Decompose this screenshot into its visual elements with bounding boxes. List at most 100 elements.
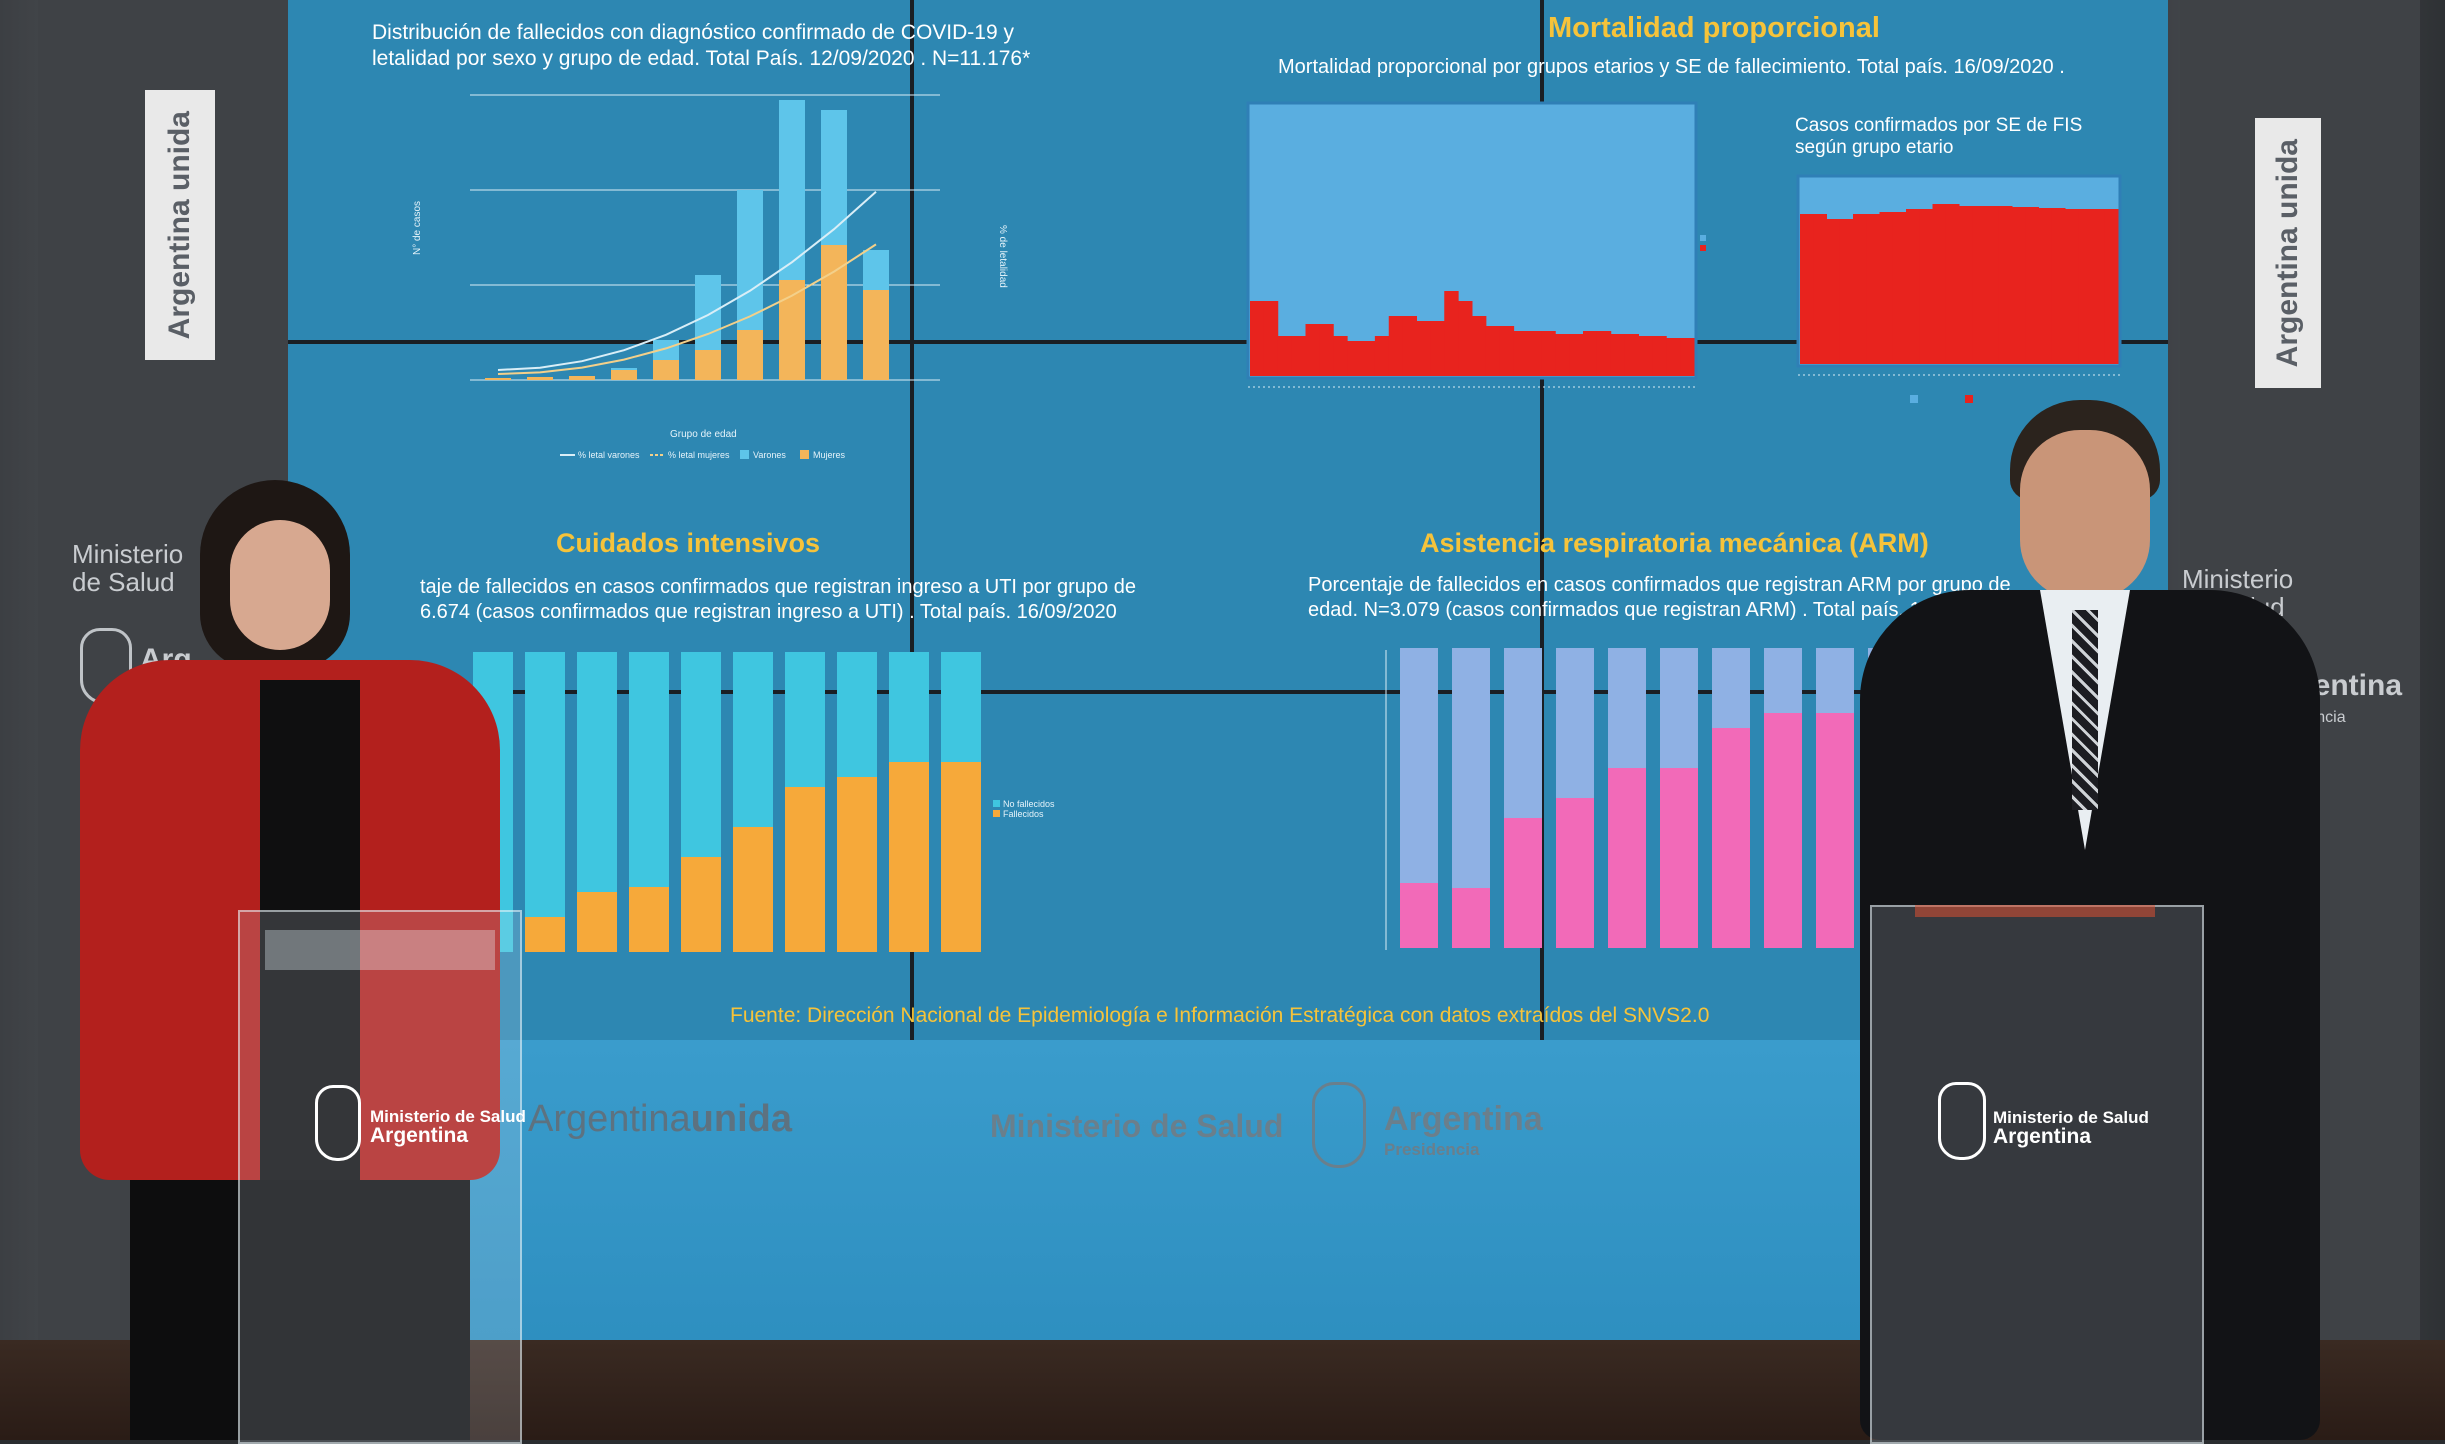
tr-red-segment [1652, 336, 1667, 376]
tr-red-segment [1458, 301, 1473, 376]
tr-red-segment [1485, 326, 1501, 376]
tr-inset-red-segment [2104, 209, 2119, 364]
tl-bar-mujeres [653, 360, 679, 380]
tr-inset-red-segment [1866, 214, 1880, 364]
left-ministry-line1: Ministerio [72, 539, 184, 569]
right-sign-label: Argentina unida [2271, 138, 2304, 368]
source-note: Fuente: Dirección Nacional de Epidemiolo… [730, 1004, 1710, 1027]
bl-bar-fallecidos [837, 777, 877, 952]
left-speaker-trousers [130, 1180, 470, 1440]
left-sign-label: Argentina unida [163, 110, 196, 340]
tr-red-segment [1388, 316, 1404, 376]
tr-inset-red-segment [2051, 208, 2066, 364]
tr-inset-red-segment [2025, 207, 2039, 364]
br-panel-title: Asistencia respiratoria mecánica (ARM) [1420, 528, 1929, 558]
br-bars-group [1400, 648, 1906, 948]
tl-y2-axis-label: % de letalidad [997, 225, 1008, 288]
right-podium-logo: Ministerio de Salud Argentina [1993, 1108, 2149, 1147]
tr-inset-red-segment [1813, 214, 1827, 364]
bl-bar-no-fallecidos [681, 652, 721, 857]
bl-icu-chart: No fallecidos Fallecidos [473, 652, 1055, 952]
tr-red-segment [1416, 321, 1431, 376]
tr-inset-red-segment [1892, 212, 1907, 364]
left-speaker-face [230, 520, 330, 650]
tl-bar-mujeres [695, 350, 721, 380]
band-coat-of-arms-icon [1312, 1082, 1366, 1168]
bl-bar-fallecidos [941, 762, 981, 952]
tl-legend: % letal varones % letal mujeres Varones … [560, 450, 846, 460]
tr-red-segment [1277, 336, 1293, 376]
bl-subtitle-line1: taje de fallecidos en casos confirmados … [420, 576, 1136, 598]
br-arm-chart [1385, 648, 1906, 950]
bl-legend: No fallecidos Fallecidos [993, 799, 1055, 819]
br-bar-fallecidos [1400, 883, 1438, 948]
tr-inset-red-segment [1839, 219, 1854, 364]
br-panel-subtitle: Porcentaje de fallecidos en casos confir… [1308, 573, 2011, 623]
bl-bars-group [473, 652, 981, 952]
tr-inset-red-segment [1959, 206, 1973, 364]
tr-main-chart [1246, 101, 1706, 388]
tr-panel-subtitle: Mortalidad proporcional por grupos etari… [1278, 56, 2065, 78]
tr-red-segment [1555, 334, 1570, 376]
bl-bar-no-fallecidos [733, 652, 773, 827]
bl-panel-title: Cuidados intensivos [556, 528, 821, 558]
br-bar-fallecidos [1712, 728, 1750, 948]
tr-inset-red-segment [2065, 209, 2079, 364]
tl-bar-varones [653, 340, 679, 360]
tr-red-segment [1250, 301, 1265, 376]
tr-inset-red-segment [1945, 204, 1960, 364]
br-bar-sin-fallecer [1608, 648, 1646, 768]
br-bar-fallecidos [1556, 798, 1594, 948]
right-argentina-unida-sign: Argentina unida [2255, 118, 2321, 388]
bl-bar-fallecidos [733, 827, 773, 952]
tl-chart-title: Distribución de fallecidos con diagnósti… [372, 20, 1030, 72]
tr-red-segment [1472, 316, 1487, 376]
tr-red-segment [1333, 336, 1348, 376]
bottom-branding-band [288, 1040, 2168, 1340]
tr-inset-title-line2: según grupo etario [1795, 137, 1954, 158]
tl-bar-mujeres [485, 378, 511, 380]
bl-bar-fallecidos [785, 787, 825, 952]
left-ministry-line2: de Salud [72, 567, 175, 597]
br-bar-sin-fallecer [1504, 648, 1542, 818]
left-podium-top [265, 930, 495, 970]
tr-red-segment [1583, 331, 1598, 376]
tl-bar-mujeres [527, 377, 553, 380]
tr-red-segment [1402, 316, 1417, 376]
br-bar-sin-fallecer [1452, 648, 1490, 888]
right-speaker-face [2020, 430, 2150, 600]
tl-bar-mujeres [863, 290, 889, 380]
tr-inset-red-segment [1985, 206, 2000, 364]
tr-inset-title-line1: Casos confirmados por SE de FIS [1795, 115, 2083, 136]
bl-bar-fallecidos [525, 917, 565, 952]
tl-mortality-chart: N° de casos % de letalidad Grupo de edad… [412, 94, 1008, 460]
right-podium-emblem-icon [1938, 1082, 1986, 1160]
tr-inset-red-segment [1853, 214, 1867, 364]
tl-bar-mujeres [569, 376, 595, 380]
tr-red-segment [1596, 331, 1612, 376]
tr-panel-title: Mortalidad proporcional [1548, 12, 1880, 44]
tr-red-segment [1319, 324, 1334, 376]
br-bar-fallecidos [1660, 768, 1698, 948]
bl-bar-fallecidos [681, 857, 721, 952]
br-bar-sin-fallecer [1660, 648, 1698, 768]
tr-inset-red-segment [1919, 209, 1933, 364]
tr-red-segment [1374, 336, 1390, 376]
wall-seam-v2 [1540, 0, 1544, 1040]
band-presidencia: Presidencia [1384, 1140, 1480, 1159]
tr-red-segment [1444, 291, 1459, 376]
tr-red-segment [1513, 331, 1528, 376]
left-ministry-text: Ministerio de Salud [72, 540, 183, 596]
tl-legend-4: Mujeres [813, 450, 846, 460]
tr-inset-red-area [1800, 204, 2119, 364]
tr-inset-red-segment [2078, 209, 2092, 364]
tr-red-segment [1569, 334, 1584, 376]
tr-inset-red-segment [1800, 214, 1814, 364]
tl-legend-3: Varones [753, 450, 786, 460]
band-brand-a: Argentina [528, 1098, 691, 1140]
right-ministry-line1: Ministerio [2182, 564, 2294, 594]
br-subtitle-line1: Porcentaje de fallecidos en casos confir… [1308, 574, 2011, 596]
wall-seam-h2 [288, 690, 2168, 694]
tr-red-segment [1263, 301, 1279, 376]
tr-red-segment [1347, 341, 1362, 376]
